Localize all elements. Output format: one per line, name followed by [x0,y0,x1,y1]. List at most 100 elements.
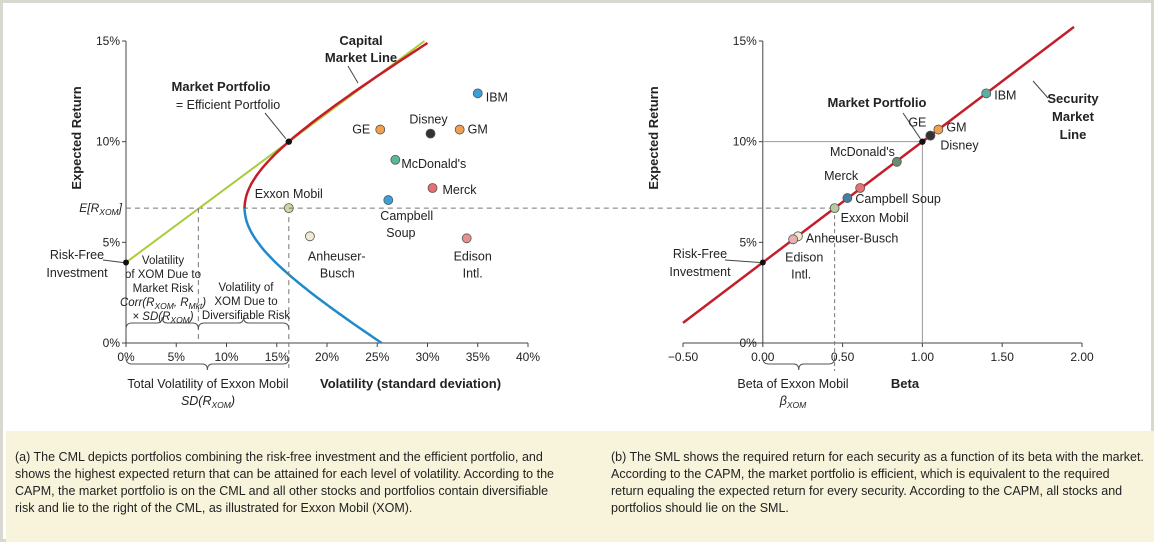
a-point-label: Busch [320,266,355,280]
b-market-leader [902,112,921,139]
a-point-label: Campbell [380,209,433,223]
a-market-leader [264,112,287,139]
a-market-portfolio-label-1: Market Portfolio [172,79,271,94]
a-capital-market-line [243,41,429,209]
b-risk-free-label-1: Risk-Free [673,247,727,261]
b-y-tick-label: 15% [733,34,757,48]
b-beta-brace [762,357,836,371]
a-x-tick-label: 20% [315,350,339,364]
b-security-market-line [682,25,1075,324]
caption-a: (a) The CML depicts portfolios combining… [7,437,577,541]
a-x-tick-label: 0% [117,350,135,364]
a-y-extra-tick-label: E[RXOM] [79,201,122,217]
a-x-tick-label: 35% [466,350,490,364]
a-cml-label-2: Market Line [325,50,397,65]
a-point-label: Intl. [463,266,483,280]
b-x-tick-label: 0.00 [751,350,775,364]
a-point-label: Soup [386,226,415,240]
a-market-risk-text-5: × SD(RXOM) [132,311,193,325]
capm-chart: 0% 5% 10% 15% 20% 25% 30% 35% 40% 0% 5% 10% 15% E[RXO… [46,25,1099,410]
b-point-edison [788,234,799,245]
b-point-campbell-soup [842,193,853,203]
a-frontier-lower [243,208,383,345]
a-point-ge [375,124,386,135]
b-point-label: Merck [824,169,859,183]
a-div-risk-text-2: XOM Due to [214,296,277,308]
b-point-label: Edison [785,250,823,264]
a-div-risk-text-1: Volatility of [219,282,275,294]
a-x-tick-label: 40% [516,350,540,364]
a-point-ibm [472,88,483,99]
a-point-label: Disney [409,113,448,127]
a-market-risk-text-2: of XOM Due to [125,269,201,281]
a-point-label: GM [468,123,488,137]
a-x-tick-label: 10% [214,350,238,364]
a-risk-free-point [123,259,129,266]
b-point-mcdonald-s [891,156,902,167]
b-sml-label-2: Market [1052,109,1095,124]
b-point-label: McDonald's [830,145,895,159]
b-point-exxon-mobil [829,203,840,214]
a-x-tick-label: 25% [365,350,389,364]
b-x-tick-label: 1.00 [911,350,935,364]
b-point-label: GM [946,121,966,135]
a-point-label: McDonald's [401,157,466,171]
a-point-label: Edison [454,249,492,263]
a-market-risk-brace [125,316,199,330]
a-point-mcdonald-s [390,154,401,165]
b-x-tick-label: −0.50 [668,350,699,364]
a-total-vol-brace [125,357,290,371]
a-x-tick-label: 15% [265,350,289,364]
b-point-ibm [981,88,992,99]
b-x-axis-title: Beta [891,376,920,391]
a-y-tick-label: 5% [103,235,121,249]
b-y-tick-label: 0% [739,336,757,350]
b-point-label: IBM [994,88,1016,102]
b-risk-free-point [759,259,766,266]
a-total-vol-text-2: SD(RXOM) [181,394,235,410]
a-x-tick-label: 30% [415,350,439,364]
b-point-gm [933,124,944,135]
b-y-tick-label: 5% [739,235,757,249]
b-market-portfolio-point [919,138,926,145]
a-x-tick-label: 5% [168,350,186,364]
b-point-label: Campbell Soup [855,192,941,206]
a-point-label: GE [352,123,370,137]
a-diversifiable-brace [197,316,290,330]
b-beta-label-1: Beta of Exxon Mobil [737,377,848,391]
b-market-portfolio-label: Market Portfolio [828,95,927,110]
a-cml-leader [347,65,359,84]
a-market-risk-text-4: Corr(RXOM, RMkt) [120,297,206,311]
a-y-tick-label: 15% [96,34,120,48]
a-y-axis-title: Expected Return [69,86,84,189]
b-point-merck [855,183,866,193]
a-div-risk-text-3: Diversifiable Risk [202,310,290,322]
b-beta-label-2: βXOM [779,394,807,410]
a-market-risk-text-3: Market Risk [133,283,194,295]
b-risk-free-label-2: Investment [669,265,731,279]
a-point-anheuser- [305,231,315,242]
b-point-label: GE [908,116,926,130]
b-risk-free-leader [724,259,760,263]
a-point-label: Merck [443,183,478,197]
a-point-disney [425,128,436,139]
a-total-vol-text-1: Total Volatility of Exxon Mobil [127,377,288,391]
a-point-label: Exxon Mobil [255,187,323,201]
b-sml-leader [1032,80,1049,99]
a-cml-label-1: Capital [339,33,382,48]
caption-b: (b) The SML shows the required return fo… [603,437,1153,541]
b-x-tick-label: 2.00 [1070,350,1094,364]
a-market-portfolio-point [285,138,293,145]
b-point-disney [925,130,936,141]
b-point-label: Exxon Mobil [841,211,909,225]
b-point-label: Anheuser-Busch [806,231,898,245]
a-point-gm [454,124,465,135]
a-x-axis-title: Volatility (standard deviation) [320,376,501,391]
a-point-label: Anheuser- [308,249,366,263]
b-point-label: Disney [940,139,979,153]
a-risk-free-label-1: Risk-Free [50,248,104,262]
a-market-risk-text-1: Volatility [142,255,184,267]
b-y-tick-label: 10% [733,135,757,149]
b-x-tick-label: 0.50 [831,350,855,364]
b-sml-label-3: Line [1060,127,1087,142]
